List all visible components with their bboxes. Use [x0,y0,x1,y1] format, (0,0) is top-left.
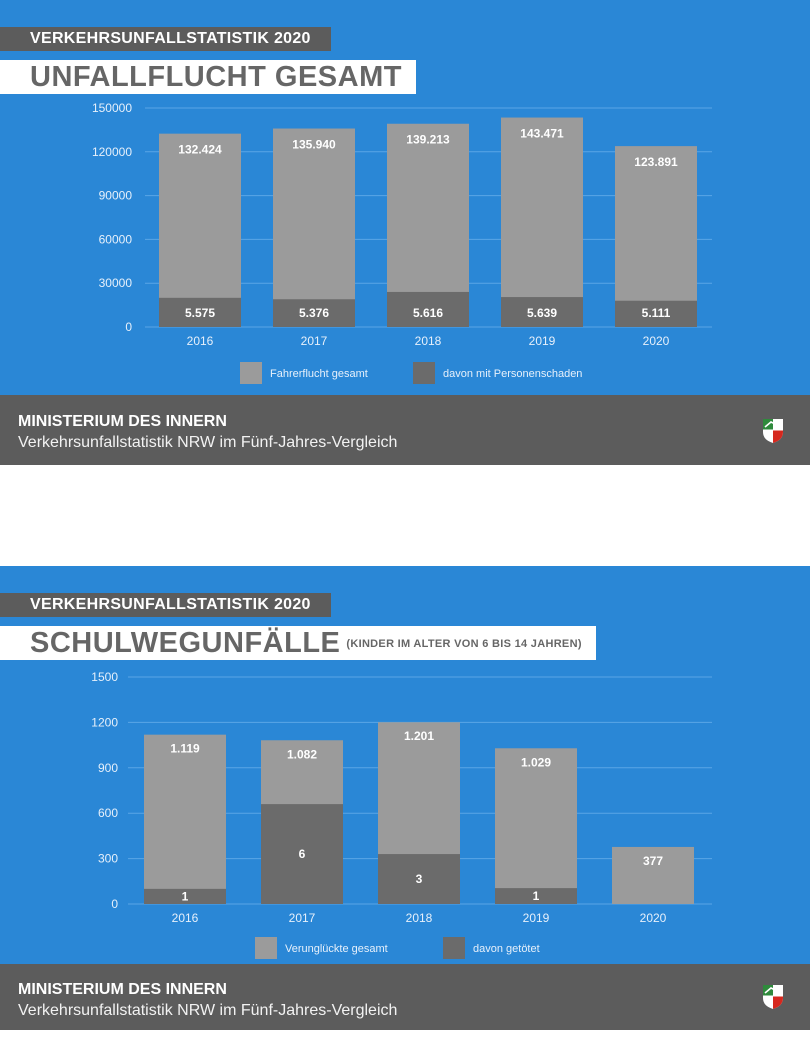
y-tick-label: 0 [111,897,118,911]
chart-title-note: (KINDER IM ALTER VON 6 BIS 14 JAHREN) [346,638,582,651]
legend-swatch-sub [413,362,435,384]
x-tick-label: 2018 [406,911,433,925]
legend-swatch-total [255,937,277,959]
chart-title-text: SCHULWEGUNFÄLLE [30,627,341,659]
ministry-name: MINISTERIUM DES INNERN [18,413,227,430]
y-tick-label: 1200 [91,715,118,729]
data-label-sub: 3 [416,872,423,886]
y-tick-label: 150000 [92,101,132,115]
data-label-total: 1.082 [287,747,317,761]
nrw-coat-of-arms-icon [763,985,783,1009]
bar-sub [387,291,469,327]
footer-bar: MINISTERIUM DES INNERN Verkehrsunfallsta… [0,964,810,1030]
data-label-sub: 6 [299,847,306,861]
bar-sub [495,888,577,904]
nrw-coat-of-arms-icon [763,419,783,443]
y-tick-label: 120000 [92,145,132,159]
x-tick-label: 2016 [187,334,214,348]
data-label-total: 1.201 [404,729,434,743]
kicker-label: VERKEHRSUNFALLSTATISTIK 2020 [0,593,331,617]
y-tick-label: 60000 [99,232,133,246]
x-tick-label: 2017 [301,334,328,348]
x-tick-label: 2020 [640,911,667,925]
legend-label-sub: davon mit Personenschaden [443,368,582,380]
legend-swatch-total [240,362,262,384]
bar-total [615,146,697,327]
x-tick-label: 2019 [523,911,550,925]
bar-sub [273,299,355,327]
bar-sub [378,854,460,904]
bar-total [144,734,226,904]
data-label-total: 132.424 [178,143,222,157]
legend-label-total: Verunglückte gesamt [285,943,388,955]
bar-sub [159,297,241,327]
chart-title: SCHULWEGUNFÄLLE (KINDER IM ALTER VON 6 BI… [0,626,596,660]
x-tick-label: 2020 [643,334,670,348]
x-tick-label: 2019 [529,334,556,348]
y-tick-label: 600 [98,806,118,820]
data-label-total: 123.891 [634,155,678,169]
bar-total [612,846,694,904]
x-tick-label: 2017 [289,911,316,925]
data-label-sub: 1 [533,889,540,903]
data-label-sub: 5.111 [642,306,671,320]
data-label-total: 377 [643,854,663,868]
data-label-sub: 5.575 [185,306,215,320]
data-label-total: 135.940 [292,138,336,152]
footer-subtitle: Verkehrsunfallstatistik NRW im Fünf-Jahr… [18,1002,398,1019]
y-tick-label: 30000 [99,276,133,290]
bar-total [159,133,241,327]
legend-swatch-sub [443,937,465,959]
bar-sub [615,300,697,327]
y-tick-label: 0 [125,320,132,334]
data-label-sub: 5.616 [413,306,443,320]
data-label-total: 1.119 [170,742,200,756]
data-label-sub: 5.376 [299,306,329,320]
y-tick-label: 1500 [91,670,118,684]
footer-subtitle: Verkehrsunfallstatistik NRW im Fünf-Jahr… [18,434,398,451]
bar-chart-schulweg: 0 300 600 900 1200 1500 1.119 1 2016 1.082 6 2017 1.… [91,670,712,959]
y-tick-label: 900 [98,761,118,775]
legend-label-total: Fahrerflucht gesamt [270,368,368,380]
bar-total [501,117,583,327]
bar-sub [144,888,226,904]
data-label-total: 139.213 [406,133,450,147]
chart-title-text: UNFALLFLUCHT GESAMT [30,61,402,93]
legend-label-sub: davon getötet [473,943,540,955]
data-label-sub: 5.639 [527,306,557,320]
y-tick-label: 90000 [99,189,133,203]
chart-title: UNFALLFLUCHT GESAMT [0,60,416,94]
chart-panel-schulweg: VERKEHRSUNFALLSTATISTIK 2020 SCHULWEGUNF… [0,566,810,964]
bar-total [273,128,355,327]
bar-sub [501,297,583,327]
data-label-total: 143.471 [520,127,564,141]
data-label-total: 1.029 [521,755,551,769]
kicker-label: VERKEHRSUNFALLSTATISTIK 2020 [0,27,331,51]
x-tick-label: 2016 [172,911,199,925]
y-tick-label: 300 [98,852,118,866]
data-label-sub: 1 [182,889,189,903]
chart-panel-unfallflucht: VERKEHRSUNFALLSTATISTIK 2020 UNFALLFLUCH… [0,0,810,395]
ministry-name: MINISTERIUM DES INNERN [18,981,227,998]
bar-total [495,748,577,904]
bar-sub [261,804,343,904]
bar-chart-unfallflucht: 0 30000 60000 90000 120000 150000 132.424 5.575… [92,101,712,384]
footer-bar: MINISTERIUM DES INNERN Verkehrsunfallsta… [0,395,810,465]
x-tick-label: 2018 [415,334,442,348]
